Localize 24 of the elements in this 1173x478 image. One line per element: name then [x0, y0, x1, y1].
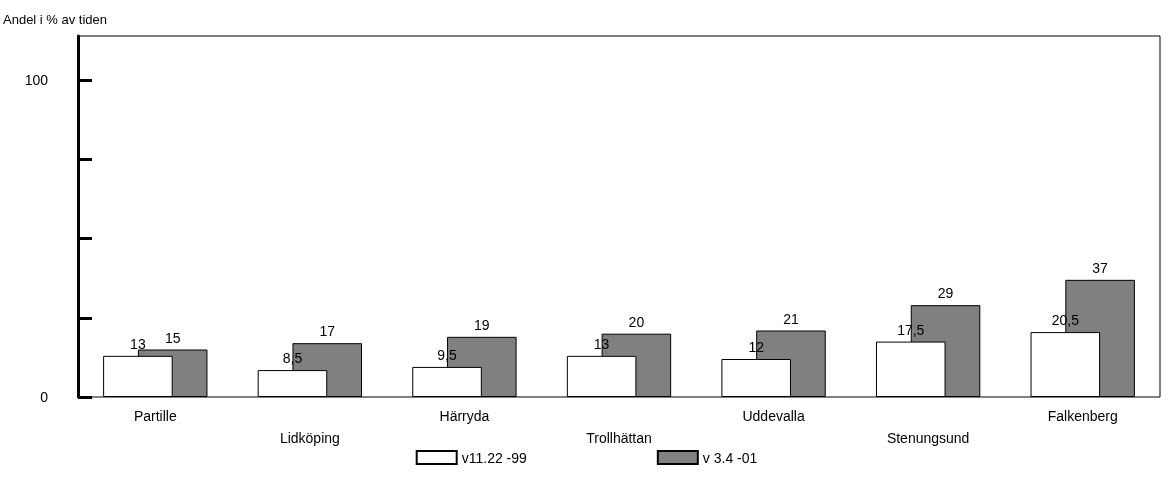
y-axis-title: Andel i % av tiden: [3, 12, 108, 27]
x-tick-label: Falkenberg: [1047, 408, 1118, 424]
data-label: 13: [130, 335, 146, 352]
x-tick-label: Stenungsund: [886, 430, 970, 446]
data-label: 19: [474, 316, 490, 333]
legend-label: v 3.4 -01: [702, 449, 758, 466]
x-tick-label: Uddevalla: [742, 408, 805, 424]
data-label: 13: [593, 335, 610, 352]
x-tick-label: Trollhättan: [586, 430, 652, 446]
data-label: 17: [319, 323, 336, 340]
x-tick-label: Partille: [133, 408, 177, 424]
x-tick-label: Lidköping: [279, 430, 340, 446]
y-tick-label: 100: [24, 72, 49, 89]
x-tick-label: Härryda: [439, 408, 490, 424]
data-label: 9,5: [437, 346, 457, 363]
data-label: 17,5: [897, 321, 925, 338]
data-label: 37: [1092, 259, 1109, 276]
data-label: 15: [164, 329, 181, 346]
y-tick-label: 0: [40, 389, 49, 405]
data-label: 21: [783, 310, 799, 327]
data-label: 12: [748, 339, 765, 355]
legend-label: v11.22 -99: [461, 449, 528, 466]
data-label: 29: [937, 285, 954, 302]
data-label: 20: [628, 313, 645, 330]
